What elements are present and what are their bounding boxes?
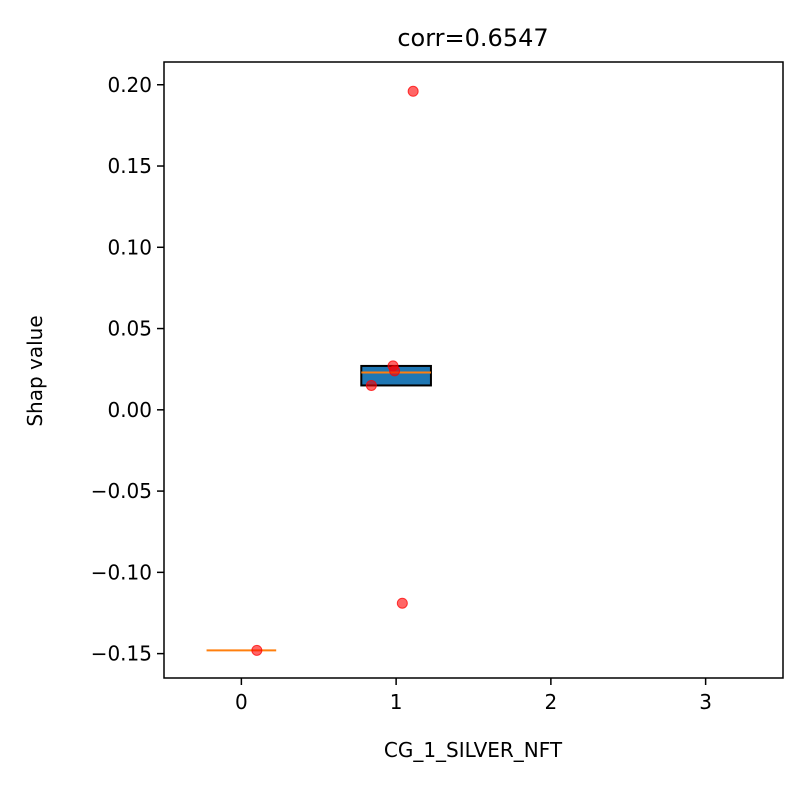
plot-frame <box>163 61 784 679</box>
data-point-3 <box>389 365 401 377</box>
data-point-0 <box>251 644 263 656</box>
y-axis-label: Shap value <box>23 315 47 426</box>
chart-title: corr=0.6547 <box>397 24 548 52</box>
plot-area <box>206 85 432 656</box>
y-tick-label-5: 0.10 <box>107 235 152 259</box>
x-tick-label-0: 0 <box>235 690 248 714</box>
y-tick-label-2: −0.05 <box>91 479 152 503</box>
x-axis-label: CG_1_SILVER_NFT <box>384 738 563 762</box>
data-point-1 <box>365 379 377 391</box>
x-tick-label-2: 2 <box>545 690 558 714</box>
y-tick-label-0: −0.15 <box>91 642 152 666</box>
data-point-5 <box>407 85 419 97</box>
data-point-4 <box>396 597 408 609</box>
y-tick-label-6: 0.15 <box>107 154 152 178</box>
x-tick-label-3: 3 <box>699 690 712 714</box>
y-tick-label-3: 0.00 <box>107 398 152 422</box>
y-tick-label-1: −0.10 <box>91 560 152 584</box>
y-tick-label-4: 0.05 <box>107 317 152 341</box>
axes: 0 1 2 3 −0.15 −0.10 −0.05 0.00 0.05 0.10 0.15 0.20 <box>91 61 784 714</box>
y-tick-label-7: 0.20 <box>107 73 152 97</box>
x-tick-label-1: 1 <box>390 690 403 714</box>
